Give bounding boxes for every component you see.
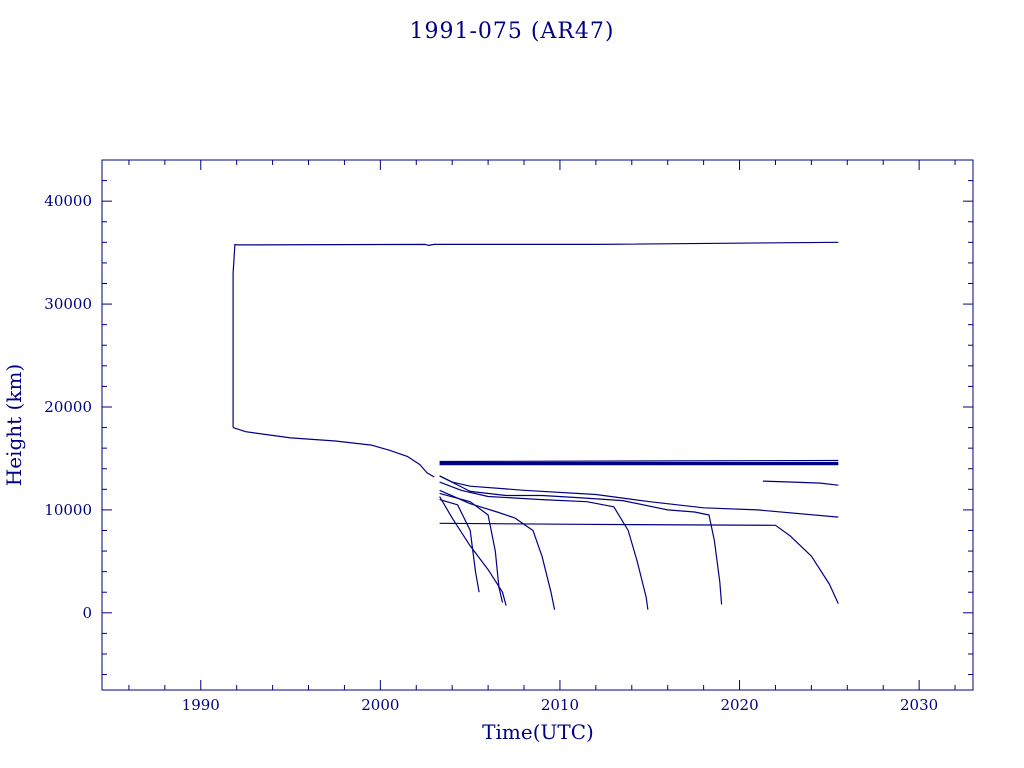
series-line-11: [439, 489, 556, 610]
series-line-13: [439, 499, 480, 593]
series-line-4: [439, 459, 839, 463]
series-line-10: [439, 475, 723, 605]
y-tick-labels: 0 10000 20000 30000 40000: [44, 192, 92, 622]
y-tick-label: 20000: [44, 398, 92, 416]
series-line-1: [232, 241, 839, 428]
series-line-2: [232, 427, 435, 478]
x-tick-label: 2030: [900, 696, 938, 714]
series-line-8: [439, 475, 839, 518]
axis-ticks: [102, 159, 973, 690]
chart-title: 1991-075 (AR47): [409, 19, 614, 44]
series-line-9: [439, 481, 649, 610]
x-tick-label: 1990: [182, 696, 220, 714]
series-line-14: [439, 496, 507, 606]
series-line-15: [439, 522, 839, 604]
y-tick-label: 40000: [44, 192, 92, 210]
x-axis-label: Time(UTC): [482, 720, 594, 744]
y-tick-label: 10000: [44, 501, 92, 519]
x-tick-label: 2000: [361, 696, 399, 714]
series-group: [232, 241, 839, 610]
y-axis-label: Height (km): [2, 364, 26, 486]
series-line-7: [762, 480, 839, 486]
y-tick-label: 0: [82, 604, 92, 622]
x-tick-label: 2010: [541, 696, 579, 714]
y-tick-label: 30000: [44, 295, 92, 313]
x-tick-labels: 1990 2000 2010 2020 2030: [182, 696, 939, 714]
plot-frame: [101, 159, 974, 691]
series-line-12: [439, 492, 504, 603]
x-tick-label: 2020: [720, 696, 758, 714]
